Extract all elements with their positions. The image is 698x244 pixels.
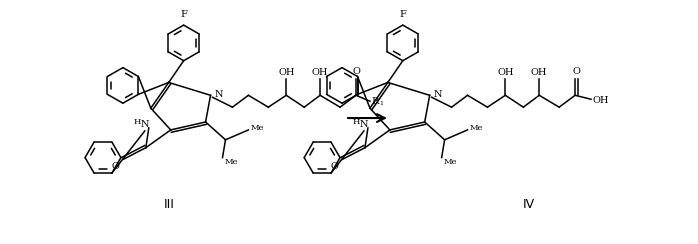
Text: IV: IV xyxy=(524,198,535,211)
Text: OH: OH xyxy=(592,96,609,105)
Text: O: O xyxy=(330,162,338,171)
Text: H: H xyxy=(352,118,359,126)
Text: F: F xyxy=(399,10,406,19)
Text: H: H xyxy=(133,118,140,126)
Text: OH: OH xyxy=(497,68,514,77)
Text: O: O xyxy=(352,67,360,76)
Text: Me: Me xyxy=(225,158,238,165)
Text: N: N xyxy=(359,121,368,130)
Text: R: R xyxy=(371,97,378,106)
Text: N: N xyxy=(433,90,442,99)
Text: OH: OH xyxy=(531,68,547,77)
Text: Me: Me xyxy=(470,124,483,132)
Text: O: O xyxy=(572,67,580,76)
Text: Me: Me xyxy=(251,124,264,132)
Text: III: III xyxy=(163,198,174,211)
Text: Me: Me xyxy=(444,158,457,165)
Text: F: F xyxy=(180,10,187,19)
Text: O: O xyxy=(111,162,119,171)
Text: OH: OH xyxy=(278,68,295,77)
Text: OH: OH xyxy=(312,68,328,77)
Text: N: N xyxy=(140,121,149,130)
Text: N: N xyxy=(214,90,223,99)
Text: 1: 1 xyxy=(379,101,383,106)
